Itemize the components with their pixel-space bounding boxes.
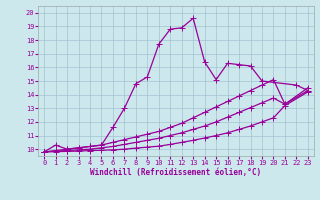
X-axis label: Windchill (Refroidissement éolien,°C): Windchill (Refroidissement éolien,°C)	[91, 168, 261, 177]
